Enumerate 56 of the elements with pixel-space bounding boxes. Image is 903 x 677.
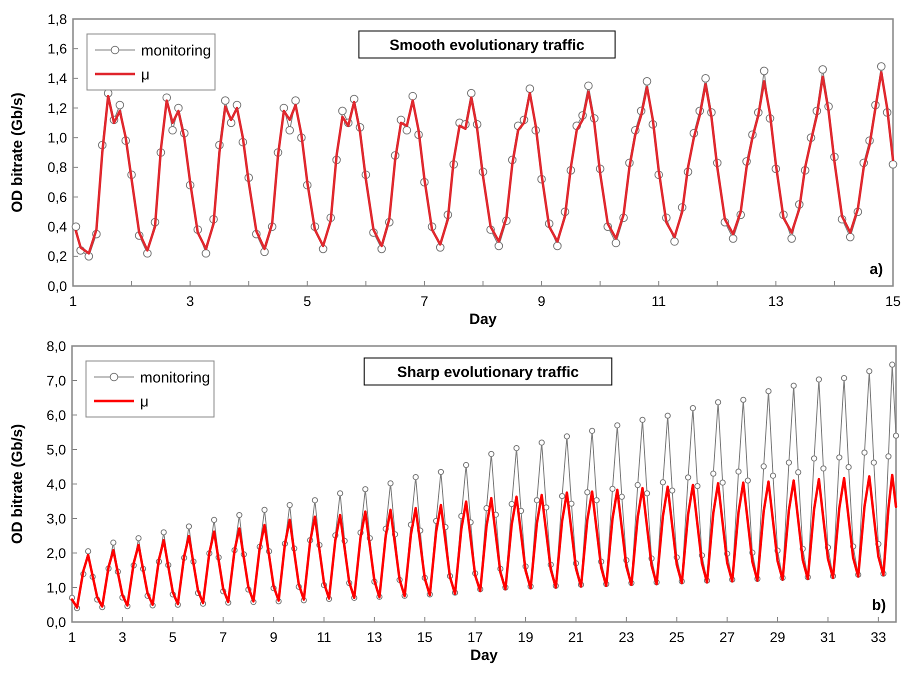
x-tick-label: 5 bbox=[168, 629, 177, 645]
x-tick-label: 9 bbox=[538, 293, 546, 309]
y-tick-label: 0,6 bbox=[48, 188, 68, 205]
x-tick-label: 23 bbox=[618, 629, 634, 645]
y-tick-label: 7,0 bbox=[46, 372, 66, 388]
text: Smooth evolutionary traffic bbox=[389, 37, 585, 54]
y-tick-label: 0,4 bbox=[48, 218, 68, 235]
x-tick-label: 13 bbox=[366, 629, 382, 645]
y-tick-label: 4,0 bbox=[46, 476, 66, 492]
x-tick-label: 11 bbox=[316, 629, 332, 645]
x-tick-label: 7 bbox=[219, 629, 228, 645]
y-axis-title: OD bitrate (Gb/s) bbox=[9, 92, 26, 213]
y-tick-label: 6,0 bbox=[46, 406, 66, 423]
y-tick-label: 0,2 bbox=[48, 248, 68, 264]
legend-label: monitoring bbox=[141, 42, 212, 60]
x-tick-label: 15 bbox=[416, 629, 433, 645]
annotation: b) bbox=[872, 597, 886, 614]
y-tick-label: 2,0 bbox=[46, 544, 66, 561]
x-tick-label: 21 bbox=[568, 629, 584, 645]
x-tick-label: 9 bbox=[270, 629, 278, 645]
legend-label: monitoring bbox=[140, 369, 210, 386]
annotation: a) bbox=[870, 261, 883, 278]
y-tick-label: 1,4 bbox=[48, 70, 68, 86]
x-tick-label: 3 bbox=[186, 293, 194, 309]
y-tick-label: 8,0 bbox=[46, 338, 66, 354]
y-tick-label: 1,0 bbox=[48, 130, 68, 146]
y-tick-label: 1,8 bbox=[48, 10, 68, 27]
y-tick-label: 0,8 bbox=[48, 159, 68, 176]
x-tick-label: 27 bbox=[719, 629, 736, 645]
x-tick-label: 1 bbox=[68, 629, 76, 645]
legend-label: μ bbox=[140, 393, 149, 410]
y-tick-label: 5,0 bbox=[46, 441, 66, 458]
x-axis-title: Day bbox=[469, 311, 498, 328]
y-tick-label: 0,0 bbox=[48, 278, 68, 294]
x-axis-title: Day bbox=[470, 647, 498, 664]
y-tick-label: 3,0 bbox=[46, 510, 66, 526]
x-tick-label: 5 bbox=[303, 293, 312, 309]
x-tick-label: 25 bbox=[668, 629, 685, 645]
legend-label: μ bbox=[141, 66, 150, 84]
x-tick-label: 7 bbox=[420, 293, 429, 309]
text: Sharp evolutionary traffic bbox=[397, 364, 579, 381]
y-axis-title: OD bitrate (Gb/s) bbox=[9, 424, 26, 544]
y-tick-label: 0,0 bbox=[46, 614, 66, 630]
x-tick-label: 15 bbox=[885, 293, 901, 309]
x-tick-label: 3 bbox=[118, 629, 126, 645]
x-tick-label: 29 bbox=[770, 629, 786, 645]
x-tick-label: 13 bbox=[768, 293, 784, 309]
y-tick-label: 1,0 bbox=[46, 579, 66, 596]
y-tick-label: 1,6 bbox=[48, 40, 68, 57]
y-tick-label: 1,2 bbox=[48, 100, 68, 116]
x-tick-label: 19 bbox=[518, 629, 534, 645]
x-tick-label: 33 bbox=[870, 629, 886, 645]
x-tick-label: 31 bbox=[820, 629, 836, 645]
x-tick-label: 1 bbox=[69, 293, 78, 309]
x-tick-label: 17 bbox=[467, 629, 484, 645]
x-tick-label: 11 bbox=[651, 293, 666, 309]
